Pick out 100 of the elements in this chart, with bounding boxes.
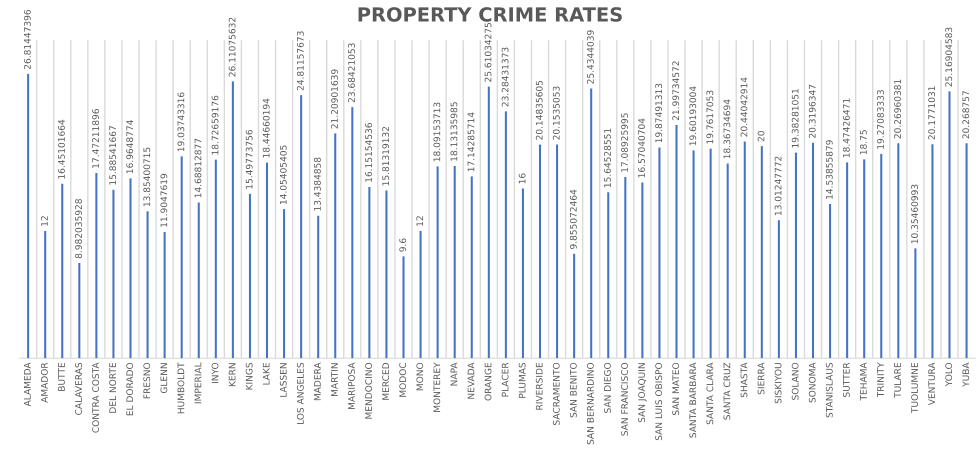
x-tick-label: SHASTA [740,362,748,398]
x-tick-label: SAN DIEGO [604,362,611,413]
data-label: 17.14285714 [468,112,474,172]
data-label: 23.28431373 [502,48,508,106]
x-tick-label: MADERA [314,362,321,400]
bar [658,147,660,358]
x-tick-label: AMADOR [40,362,48,403]
data-label: 18.72659176 [212,96,218,154]
x-tick-label: SOLANO [792,362,799,400]
data-label: 24.81157673 [296,31,304,90]
data-label: 21.99734572 [672,61,680,120]
data-label: 19.87491313 [655,84,662,142]
bar [232,81,234,358]
bar [470,176,473,358]
x-tick-label: GLENN [160,363,168,394]
x-tick-label: SAN LUIS OBISPO [655,362,662,440]
x-tick-label: MONO [416,362,424,390]
data-label: 18.09153713 [433,102,440,162]
x-tick-label: SANTA BARBARA [689,362,696,438]
data-label: 25.61034275 [484,22,492,82]
data-label: 18.75 [860,130,867,154]
data-label: 14.05405405 [280,145,287,204]
bar [607,192,610,358]
bar [778,220,780,358]
x-tick-label: SANTA CRUZ [723,362,730,420]
bar [266,162,268,358]
bar [112,190,114,358]
bar [198,202,200,358]
x-tick-label: ORANGE [484,362,492,401]
bar [914,248,916,358]
data-label: 13.4384858 [314,158,321,211]
x-tick-label: LAKE [262,362,270,385]
data-label: 16.45101664 [58,120,65,179]
x-tick-label: SONOMA [808,362,816,402]
bar [180,156,183,358]
bar [334,133,336,358]
bar [556,144,558,358]
bar [931,144,934,358]
x-tick-label: KINGS [246,362,253,390]
x-tick-label: SANTA CLARA [706,362,714,424]
data-label: 16 [518,173,526,184]
x-tick-label: MERCED [382,362,390,400]
data-label: 20.268757 [962,91,970,138]
bar [880,154,882,358]
x-tick-label: INYO [212,362,218,384]
x-tick-label: MENDOCINO [365,362,372,419]
x-tick-label: SACRAMENTO [552,362,560,425]
bar [436,166,439,358]
chart-title: PROPERTY CRIME RATES [358,7,622,22]
data-label: 9.6 [399,238,406,252]
bar [488,86,490,358]
data-label: 14.68812877 [194,138,202,198]
data-label: 10.35460993 [911,184,918,244]
data-label: 11.9047619 [160,174,168,227]
data-label: 16.15154536 [365,123,372,182]
data-label: 15.49773756 [246,130,253,189]
x-tick-label: LOS ANGELES [296,362,304,424]
data-label: 19.27083333 [877,90,884,149]
data-label: 13.01247772 [774,156,782,216]
x-tick-label: TUOLUMNE [911,362,918,414]
bar [146,211,149,358]
bar [744,141,746,358]
bar [214,160,217,358]
data-label: 20.1535053 [552,86,560,140]
bar [61,184,64,358]
x-tick-label: MARTIN [331,363,338,396]
data-label: 20.14835605 [536,80,543,140]
bar [829,204,832,358]
data-label: 14.53855879 [826,140,833,199]
x-tick-label: SAN JOAQUIN [638,363,647,422]
data-label: 20.44042914 [740,78,748,137]
data-label: 15.64528551 [604,128,611,188]
data-label: 26.81447396 [24,10,31,70]
x-tick-label: YUBA [962,362,970,387]
bar [44,230,46,358]
x-tick-label: SAN BERNARDINO [586,362,594,444]
x-tick-label: NEVADA [468,362,474,399]
x-tick-label: EL DORADO [126,362,134,416]
bar [402,256,405,358]
bar [248,194,251,358]
data-label: 16.57040704 [638,118,645,178]
data-label: 21.20901639 [331,69,338,128]
bar [863,159,866,358]
x-tick-label: SUTTER [842,362,850,397]
bar [300,95,302,358]
x-tick-label: ALAMEDA [24,362,31,406]
x-tick-label: MODOC [399,362,406,397]
x-tick-label: RIVERSIDE [536,362,543,410]
x-tick-label: SAN BENITO [570,362,577,418]
bar [966,143,968,358]
data-label: 16.9648774 [126,120,134,174]
x-tick-label: SIERRA [758,362,764,394]
data-label: 20.26960381 [894,80,901,138]
data-label: 23.68421053 [348,43,355,102]
x-tick-label: IMPERIAL [194,362,202,404]
x-tick-label: PLACER [502,362,508,396]
data-label: 17.08925995 [621,113,628,172]
bar [726,163,729,358]
x-tick-label: STANISLAUS [826,362,833,418]
bar [522,188,524,358]
